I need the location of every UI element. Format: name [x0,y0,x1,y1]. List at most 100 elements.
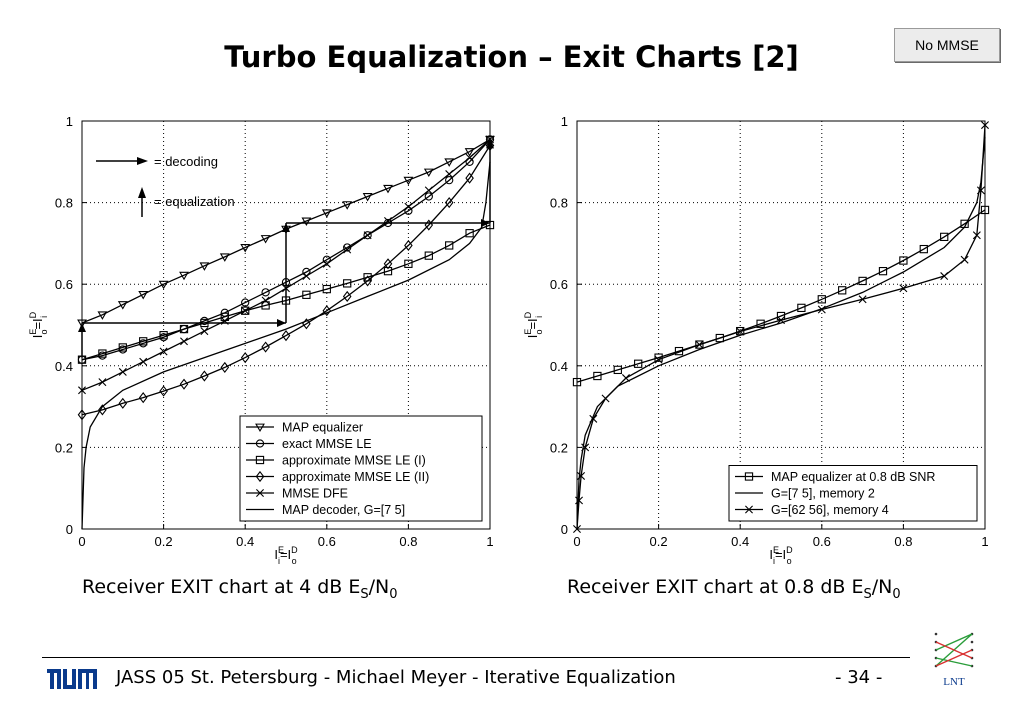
series-exact-mmse-le-point [445,176,454,185]
series-mmse-dfe-point [139,357,148,366]
x-tick-label: 0 [78,534,85,549]
series-map-equalizer-point [383,184,393,194]
footer-text: JASS 05 St. Petersburg - Michael Meyer -… [116,667,676,688]
legend-item-g-7-5-memory-2-label: G=[7 5], memory 2 [771,487,875,501]
series-map-equalizer-point [444,158,455,167]
series-exact-mmse-le-point [424,192,433,201]
series-approximate-mmse-le-i-point [139,337,148,346]
legend-item-g-7-5-memory-2: G=[7 5], memory 2 [735,487,875,501]
series-g-62-56-memory-4-point [972,231,981,240]
decoding-trajectory [78,139,494,358]
series-g-62-56-memory-4-point [777,316,785,325]
legend-item-map-equalizer-at-0-8-db-snr: MAP equalizer at 0.8 dB SNR [735,470,935,484]
series-mmse-dfe-point [343,245,352,254]
legend-item-g-62-56-memory-4-marker [745,505,753,514]
legend-item-approximate-mmse-le-ii-label: approximate MMSE LE (II) [282,470,429,484]
footer-divider [42,657,910,658]
series-map-decoder-g-7-5-line [81,161,491,530]
legend-box [239,415,483,522]
series-approximate-mmse-le-i-point [343,279,352,288]
series-approximate-mmse-le-ii-point [138,392,148,404]
series-g-62-56-memory-4-point [575,496,584,505]
y-tick-label: 0.8 [55,196,73,211]
series-mmse-dfe-point [261,296,270,305]
series-approximate-mmse-le-i-point [179,324,189,334]
tum-logo-icon [47,669,97,689]
series-g-7-5-memory-2 [576,137,986,530]
series-map-equalizer-at-0-8-db-snr-point [838,286,847,295]
series-map-equalizer-point [321,209,332,218]
series-map-equalizer-point [423,168,434,178]
series-g-62-56-memory-4-point [577,471,586,480]
legend-item-approximate-mmse-le-i-marker [255,455,265,465]
y-tick-label: 0 [561,522,568,537]
caption-right: Receiver EXIT chart at 0.8 dB ES/N0 [567,576,901,602]
series-map-equalizer-point [342,201,353,210]
series-mmse-dfe-point [159,347,168,356]
page-number: - 34 - [835,667,883,688]
series-map-equalizer-at-0-8-db-snr-point [797,303,806,313]
series-mmse-dfe-point [78,386,86,395]
legend-item-map-equalizer: MAP equalizer [246,421,363,435]
series-approximate-mmse-le-ii-point [342,290,352,303]
legend-item-exact-mmse-le-label: exact MMSE LE [282,437,372,451]
series-mmse-dfe-point [424,186,433,195]
series-approximate-mmse-le-ii-point [444,197,454,209]
series-mmse-dfe-point [98,378,107,387]
y-axis-label: IEo=IDi [523,311,544,338]
series-map-equalizer-at-0-8-db-snr-point [593,371,602,381]
series-approximate-mmse-le-i-point [159,331,168,340]
series-mmse-dfe-point [363,231,372,240]
key-arrowhead-right [137,157,148,165]
series-map-equalizer-point [117,301,128,310]
series-approximate-mmse-le-ii-point [220,361,230,374]
series-approximate-mmse-le-ii-point [200,370,209,382]
series-approximate-mmse-le-ii-point [465,172,474,184]
no-mmse-button[interactable]: No MMSE [894,28,1000,62]
svg-text:LNT: LNT [943,676,965,688]
legend-item-map-equalizer-label: MAP equalizer [282,421,363,435]
series-approximate-mmse-le-ii-point [383,258,393,270]
trajectory-key: = decoding = equalization [96,154,235,217]
x-tick-label: 0.2 [650,534,668,549]
y-tick-label: 1 [561,114,568,129]
legend-item-approximate-mmse-le-ii: approximate MMSE LE (II) [246,470,429,484]
series-approximate-mmse-le-ii-point [363,275,372,287]
legend-item-approximate-mmse-le-i-label: approximate MMSE LE (I) [282,454,426,468]
series-g-62-56-memory-4-point [940,272,949,281]
series-g-62-56-memory-4-point [573,525,581,533]
series-approximate-mmse-le-i-point [118,343,127,352]
series-g-62-56-memory-4-point [976,186,985,195]
y-tick-label: 0.6 [55,277,73,292]
legend-item-exact-mmse-le-marker [255,439,265,448]
series-map-equalizer-point [219,253,230,262]
x-axis-label: IE i=ID o [274,545,298,566]
series-g-7-5-memory-2-line [576,137,986,530]
series-approximate-mmse-le-i-point [424,251,433,260]
series-approximate-mmse-le-i-point [261,301,270,310]
x-tick-label: 0.4 [731,534,749,549]
legend-item-map-equalizer-marker [255,423,265,433]
legend-item-map-decoder-g-7-5: MAP decoder, G=[7 5] [246,503,405,517]
series-exact-mmse-le-point [241,298,250,307]
x-tick-label: 0.4 [236,534,254,549]
legend-item-mmse-dfe-marker [256,489,264,497]
trajectory-arrowhead [78,322,86,332]
x-tick-label: 0.6 [813,534,831,549]
series-approximate-mmse-le-i-point [322,284,331,294]
receiver-exit-chart-4db: 0 0.2 0.4 0.6 0.8 1 0 0.2 0.4 0.6 0.8 1 IE i=ID o IEo=I… [28,114,495,566]
series-mmse-dfe-point [180,337,188,346]
series-mmse-dfe-point [465,153,474,162]
series-map-equalizer-point [240,244,251,253]
key-label-decoding: = decoding [154,154,218,169]
x-tick-label: 0.6 [318,534,336,549]
series-g-62-56-memory-4-point [736,327,745,336]
series-mmse-dfe-point [445,170,454,179]
series-map-equalizer-point [301,217,312,227]
series-approximate-mmse-le-i-point [98,349,107,358]
series-map-equalizer-point [199,262,210,271]
series-approximate-mmse-le-ii-point [98,404,107,416]
series-g-62-56-memory-4-point [589,414,598,423]
series-map-equalizer-at-0-8-db-snr-point [817,295,826,304]
series-map-equalizer-point [485,135,495,145]
